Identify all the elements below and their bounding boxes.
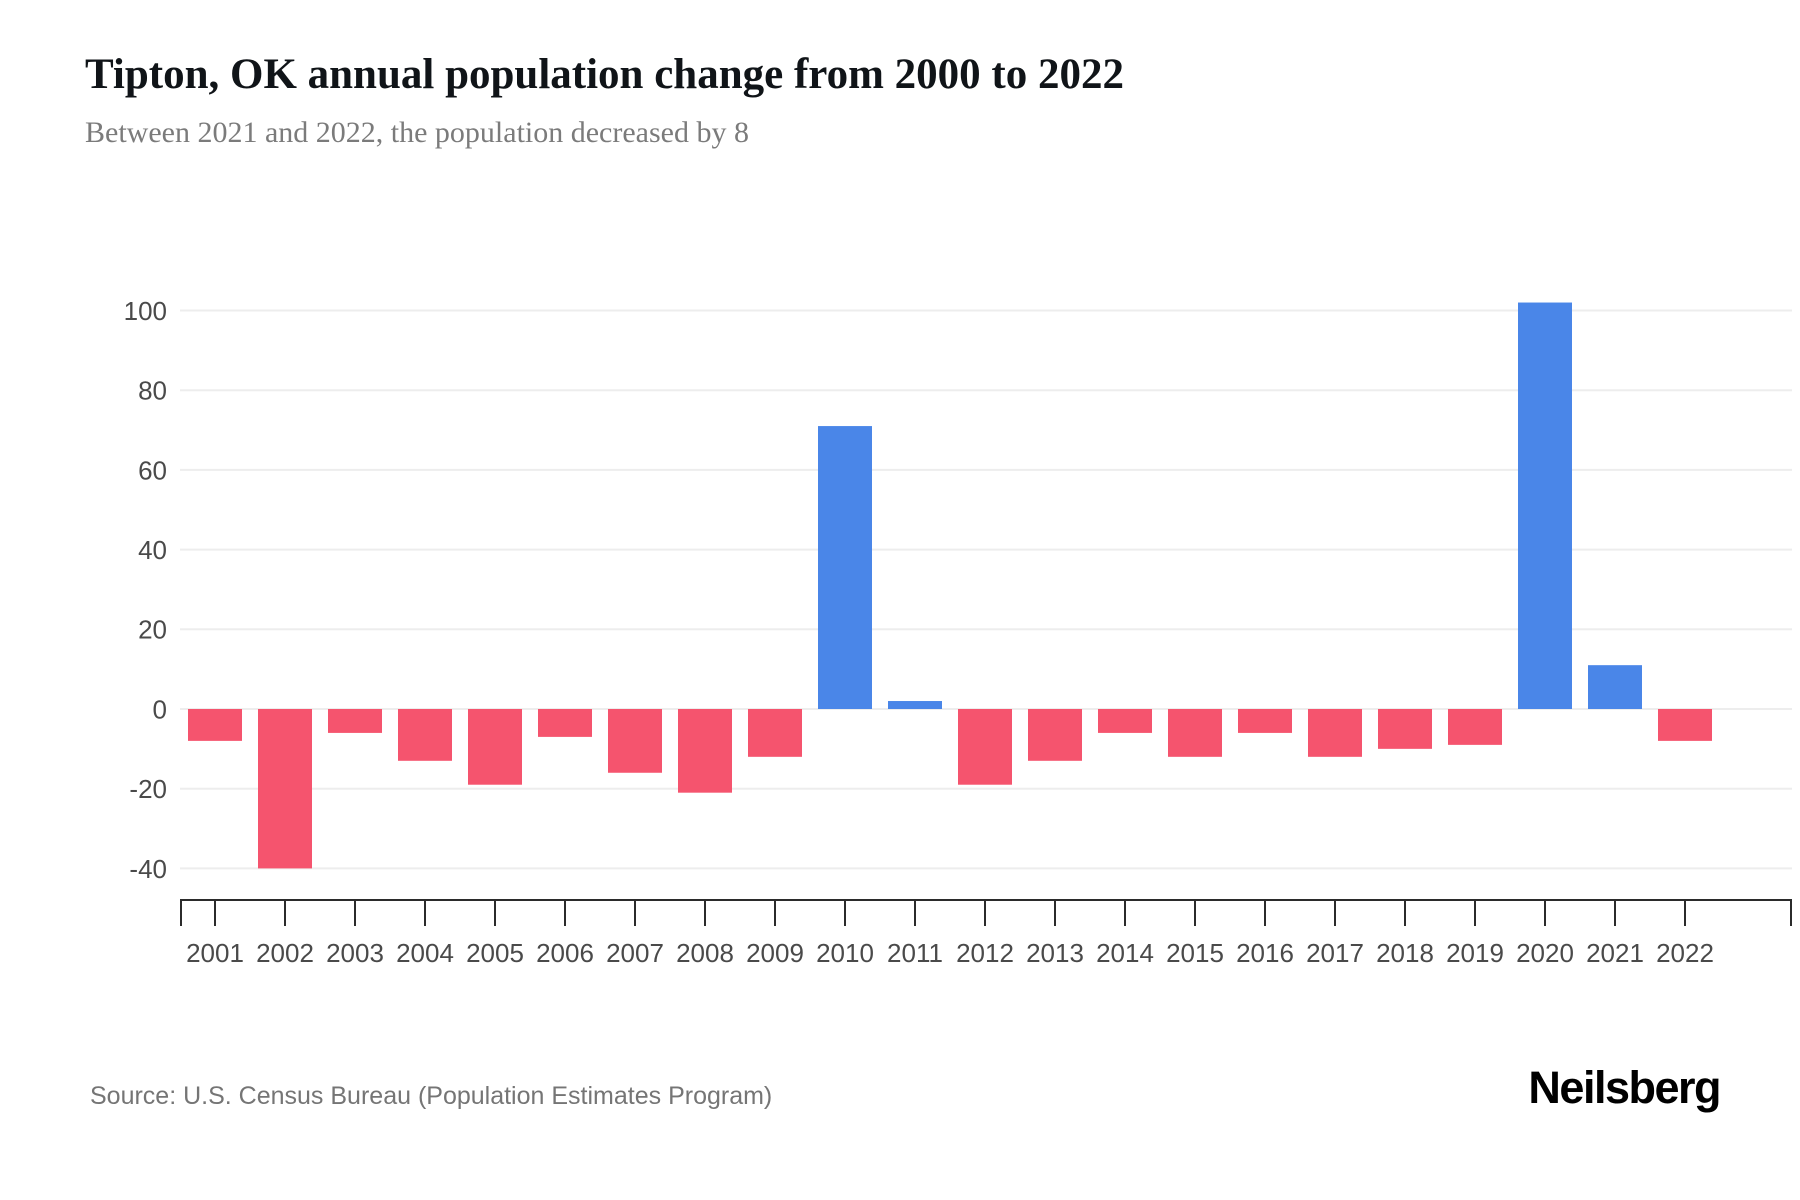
x-axis-label-2009: 2009 (746, 938, 804, 968)
chart-title: Tipton, OK annual population change from… (85, 51, 1124, 98)
bar-2004 (398, 709, 452, 761)
bar-2008 (678, 709, 732, 793)
bar-2003 (328, 709, 382, 733)
bar-2019 (1448, 709, 1502, 745)
y-axis-label-40: 40 (138, 535, 167, 565)
bar-2016 (1238, 709, 1292, 733)
x-axis-label-2020: 2020 (1516, 938, 1574, 968)
bar-2012 (958, 709, 1012, 785)
x-axis-label-2008: 2008 (676, 938, 734, 968)
bar-2011 (888, 701, 942, 709)
x-axis-label-2019: 2019 (1446, 938, 1504, 968)
x-axis-label-2002: 2002 (256, 938, 314, 968)
x-axis-label-2010: 2010 (816, 938, 874, 968)
y-axis-label-80: 80 (138, 376, 167, 406)
bar-2006 (538, 709, 592, 737)
bar-2010 (818, 426, 872, 709)
x-axis-label-2005: 2005 (466, 938, 524, 968)
y-axis-label--40: -40 (129, 854, 167, 884)
x-axis-label-2001: 2001 (186, 938, 244, 968)
x-axis-label-2011: 2011 (887, 938, 943, 968)
chart-subtitle: Between 2021 and 2022, the population de… (85, 116, 749, 149)
x-axis-label-2007: 2007 (606, 938, 664, 968)
bar-2022 (1658, 709, 1712, 741)
x-axis-label-2017: 2017 (1306, 938, 1364, 968)
bar-2013 (1028, 709, 1082, 761)
bar-2015 (1168, 709, 1222, 757)
x-axis-label-2012: 2012 (956, 938, 1014, 968)
bar-2002 (258, 709, 312, 869)
y-axis-label-0: 0 (153, 694, 167, 724)
y-axis-label-100: 100 (124, 296, 167, 326)
x-axis-label-2003: 2003 (326, 938, 384, 968)
y-axis-label-60: 60 (138, 455, 167, 485)
bar-2018 (1378, 709, 1432, 749)
x-axis-label-2006: 2006 (536, 938, 594, 968)
source-text: Source: U.S. Census Bureau (Population E… (90, 1082, 773, 1110)
bar-2007 (608, 709, 662, 773)
x-axis-label-2016: 2016 (1236, 938, 1294, 968)
x-axis-label-2018: 2018 (1376, 938, 1434, 968)
bar-2001 (188, 709, 242, 741)
x-axis-label-2004: 2004 (396, 938, 454, 968)
x-axis-label-2021: 2021 (1586, 938, 1644, 968)
bar-2021 (1588, 665, 1642, 709)
bar-2009 (748, 709, 802, 757)
y-axis-label-20: 20 (138, 615, 167, 645)
bar-2020 (1518, 302, 1572, 709)
bar-2017 (1308, 709, 1362, 757)
bar-2005 (468, 709, 522, 785)
x-axis-label-2013: 2013 (1026, 938, 1084, 968)
x-axis-label-2014: 2014 (1096, 938, 1154, 968)
bar-2014 (1098, 709, 1152, 733)
x-axis-label-2015: 2015 (1166, 938, 1224, 968)
y-axis-label--20: -20 (129, 774, 167, 804)
neilsberg-logo: Neilsberg (1528, 1062, 1721, 1113)
x-axis-label-2022: 2022 (1656, 938, 1714, 968)
